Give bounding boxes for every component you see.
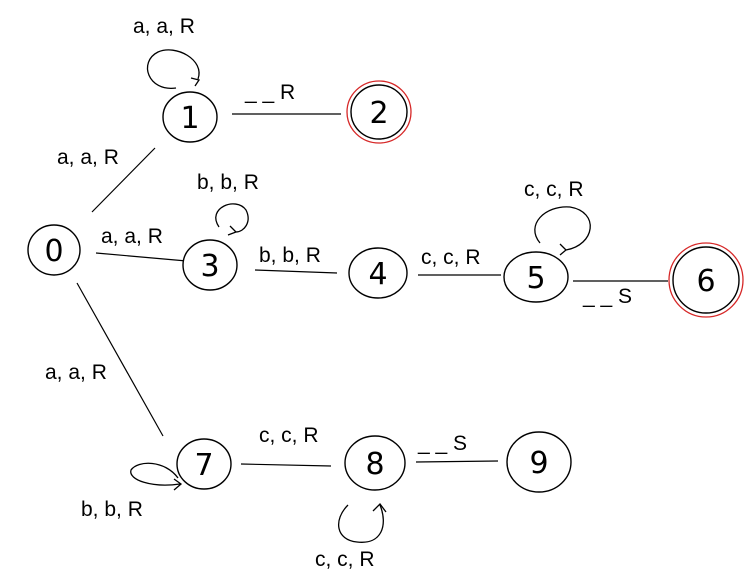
transition-label-0-to-7: a, a, R bbox=[45, 361, 107, 384]
state-label-2: 2 bbox=[369, 96, 388, 131]
transition-label-0-to-1: a, a, R bbox=[57, 146, 119, 169]
self-loop-layer bbox=[130, 49, 591, 543]
transition-label-8-to-9: _ _ S bbox=[417, 432, 467, 455]
transition-label-5-to-6: _ _ S bbox=[582, 285, 632, 308]
state-label-3: 3 bbox=[200, 249, 219, 284]
self-loop-5 bbox=[534, 206, 591, 251]
accepting-ring-2 bbox=[346, 80, 412, 144]
self-loop-1 bbox=[146, 49, 200, 89]
edge-label-layer: a, a, R a, a, R a, a, R a, a, R _ _ R b, b, R… bbox=[45, 15, 632, 571]
state-7: 7 bbox=[176, 438, 232, 490]
state-circle-5 bbox=[503, 251, 569, 303]
self-loop-3 bbox=[215, 203, 249, 233]
transition-label-3-to-4: b, b, R bbox=[259, 244, 321, 267]
state-circle-4 bbox=[348, 247, 408, 299]
transition-edge-0-to-3 bbox=[95, 252, 199, 263]
transition-label-8-to-8: c, c, R bbox=[315, 548, 375, 571]
state-4: 4 bbox=[348, 247, 408, 299]
state-circle-3 bbox=[182, 239, 238, 291]
edge-layer bbox=[76, 113, 668, 467]
accepting-ring-6 bbox=[668, 242, 744, 318]
transition-edge-8-to-9 bbox=[415, 460, 499, 463]
transition-label-1-to-1: a, a, R bbox=[133, 15, 195, 38]
state-6: 6 bbox=[668, 242, 744, 318]
transition-edge-0-to-1 bbox=[91, 147, 156, 213]
self-loop-arrowhead-7 bbox=[173, 478, 183, 491]
state-label-9: 9 bbox=[529, 446, 548, 481]
state-9: 9 bbox=[506, 431, 572, 493]
state-8: 8 bbox=[344, 435, 406, 491]
self-loop-arrowhead-1 bbox=[190, 77, 201, 87]
state-circle-7 bbox=[176, 438, 232, 490]
state-1: 1 bbox=[162, 91, 218, 143]
state-2: 2 bbox=[346, 80, 412, 144]
state-circle-1 bbox=[162, 91, 218, 143]
state-circle-6 bbox=[672, 246, 740, 314]
state-label-1: 1 bbox=[180, 101, 199, 136]
state-circle-0 bbox=[27, 224, 81, 276]
state-label-5: 5 bbox=[526, 261, 545, 296]
state-5: 5 bbox=[503, 251, 569, 303]
transition-label-7-to-7: b, b, R bbox=[81, 498, 143, 521]
transition-label-0-to-3: a, a, R bbox=[101, 225, 163, 248]
transition-label-5-to-5: c, c, R bbox=[524, 178, 584, 201]
self-loop-arrowhead-5 bbox=[559, 243, 567, 256]
self-loop-7 bbox=[130, 462, 181, 486]
state-label-6: 6 bbox=[696, 264, 715, 299]
self-loop-arrowhead-3 bbox=[227, 225, 238, 236]
state-circle-9 bbox=[506, 431, 572, 493]
self-loop-arrowhead-8 bbox=[372, 503, 387, 513]
transition-label-7-to-8: c, c, R bbox=[259, 424, 319, 447]
state-circle-2 bbox=[350, 84, 408, 140]
transition-edge-0-to-7 bbox=[76, 282, 164, 437]
state-3: 3 bbox=[182, 239, 238, 291]
state-label-4: 4 bbox=[368, 257, 387, 292]
transition-edge-7-to-8 bbox=[240, 463, 332, 467]
transition-edge-3-to-4 bbox=[254, 269, 338, 274]
state-label-8: 8 bbox=[365, 447, 384, 482]
transition-label-4-to-5: c, c, R bbox=[421, 246, 481, 269]
state-label-7: 7 bbox=[194, 448, 213, 483]
state-label-0: 0 bbox=[44, 234, 63, 269]
transition-label-3-to-3: b, b, R bbox=[197, 171, 259, 194]
state-circle-8 bbox=[344, 435, 406, 491]
state-layer: 0 1 2 3 4 5 6 7 8 9 bbox=[27, 80, 744, 493]
transition-label-1-to-2: _ _ R bbox=[244, 81, 295, 104]
self-loop-8 bbox=[338, 504, 384, 543]
state-0: 0 bbox=[27, 224, 81, 276]
